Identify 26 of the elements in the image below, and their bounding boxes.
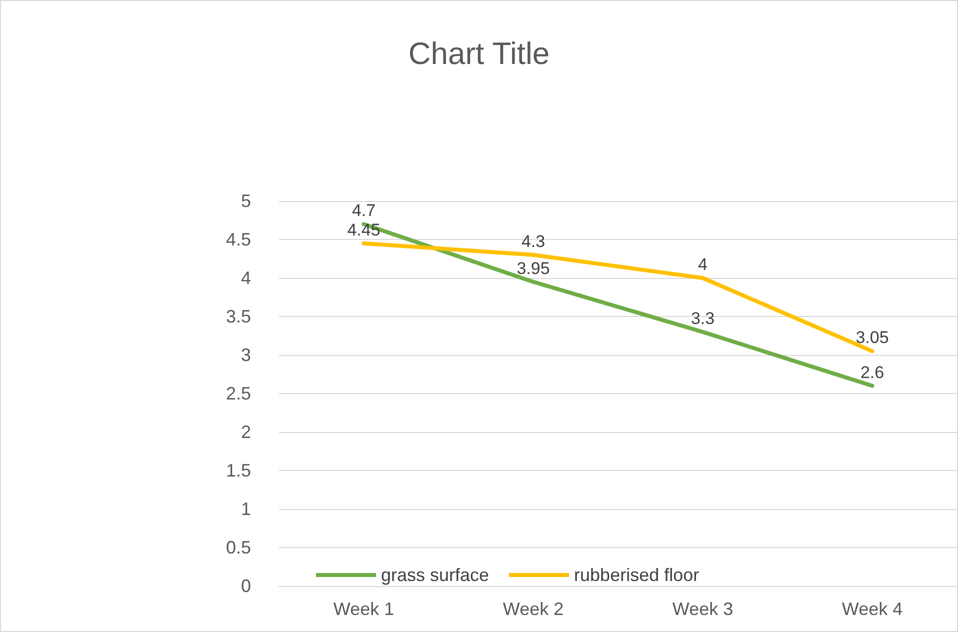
data-label: 4.7 [352, 201, 376, 220]
y-tick-label: 1 [240, 499, 251, 519]
legend-label: grass surface [381, 565, 490, 585]
y-tick-label: 3 [240, 345, 251, 365]
data-label: 4.3 [521, 232, 546, 251]
x-tick-label: Week 4 [842, 599, 903, 619]
x-tick-label: Week 1 [333, 599, 394, 619]
y-tick-label: 5 [240, 191, 251, 211]
data-label: 3.05 [856, 328, 889, 348]
data-label: 4.45 [347, 220, 380, 240]
y-tick-label: 2 [240, 422, 251, 442]
data-label: 3.3 [690, 308, 715, 328]
y-tick-label: 4 [240, 268, 251, 288]
y-tick-label: 0 [240, 576, 251, 596]
legend-label: rubberised floor [574, 565, 700, 585]
y-tick-label: 3.5 [226, 306, 251, 326]
x-tick-label: Week 3 [672, 599, 734, 619]
data-label: 3.95 [516, 258, 550, 278]
y-tick-label: 4.5 [226, 230, 251, 250]
y-tick-label: 2.5 [226, 384, 251, 404]
x-tick-label: Week 2 [502, 599, 564, 619]
y-tick-label: 1.5 [226, 460, 251, 480]
data-label: 2.6 [860, 362, 884, 382]
data-label: 4 [698, 255, 708, 274]
chart-title: Chart Title [408, 36, 550, 71]
y-tick-label: 0.5 [226, 538, 251, 558]
